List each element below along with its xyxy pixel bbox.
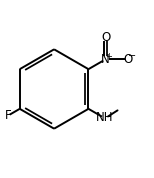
Text: NH: NH [96,111,113,124]
Text: O: O [123,53,132,66]
Text: O: O [101,31,110,44]
Text: +: + [106,52,112,61]
Text: F: F [4,109,11,122]
Text: N: N [101,53,110,66]
Text: −: − [128,51,136,61]
